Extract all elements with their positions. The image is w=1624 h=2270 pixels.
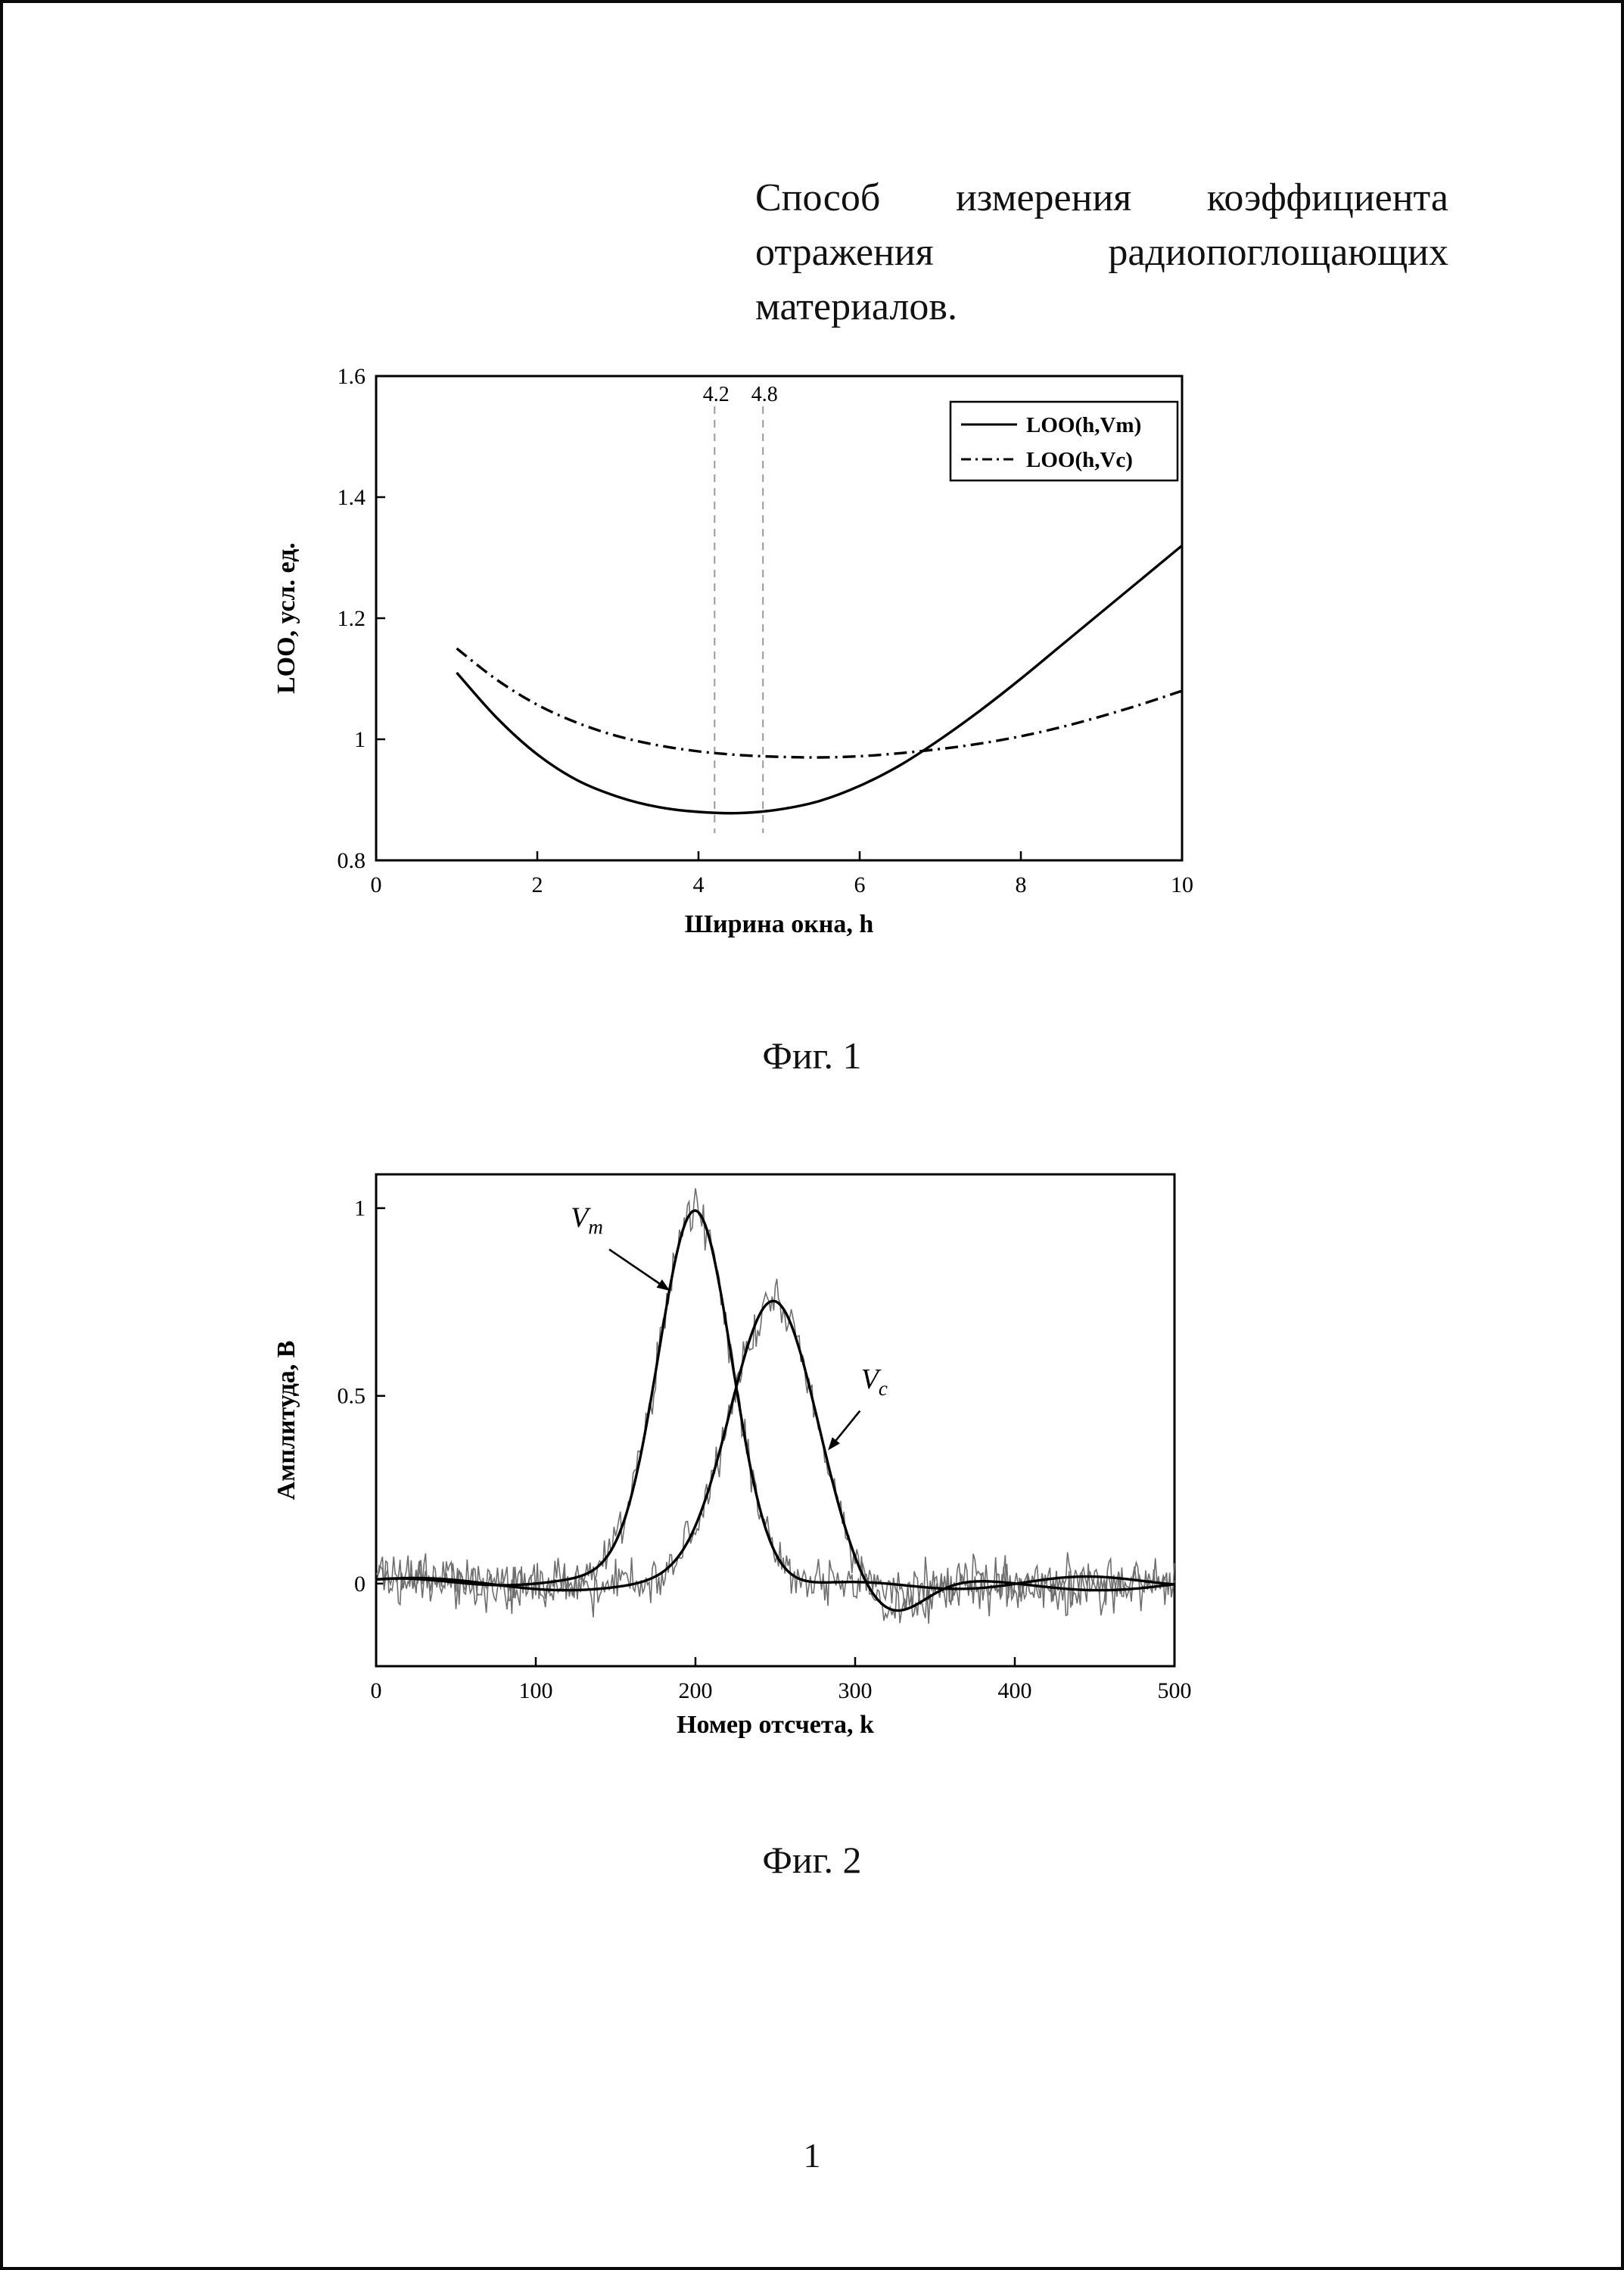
x-tick-label: 4 bbox=[693, 872, 705, 897]
y-tick-label: 1 bbox=[354, 1196, 366, 1221]
x-tick-label: 100 bbox=[519, 1678, 553, 1703]
annotation-label-Vc: Vc bbox=[861, 1364, 888, 1400]
x-tick-label: 0 bbox=[371, 872, 382, 897]
figure-2-chart: 0 100 200 300 400 500 0 0.5 1 Номер отсчета, k Амп… bbox=[255, 1155, 1209, 1768]
marker-label-4.8: 4.8 bbox=[751, 383, 778, 406]
figure-1-plot: 0 2 4 6 8 10 0.8 1 1.2 1.4 1.6 Ширина окна, h LOO, у… bbox=[272, 364, 1193, 938]
x-tick-label: 400 bbox=[998, 1678, 1032, 1703]
x-tick-label: 500 bbox=[1158, 1678, 1192, 1703]
legend-box bbox=[949, 400, 1179, 482]
x-tick-label: 300 bbox=[838, 1678, 873, 1703]
y-axis-label: Амплитуда, B bbox=[272, 1341, 300, 1500]
figure-1-caption: Фиг. 1 bbox=[762, 1034, 862, 1077]
annotation-label-Vm: Vm bbox=[571, 1202, 603, 1238]
y-tick-label: 1.4 bbox=[338, 485, 366, 510]
x-tick-label: 2 bbox=[532, 872, 543, 897]
x-axis-label: Ширина окна, h bbox=[685, 910, 874, 938]
y-tick-label: 0.5 bbox=[338, 1384, 366, 1409]
x-tick-label: 10 bbox=[1171, 872, 1193, 897]
figure-1-chart: 0 2 4 6 8 10 0.8 1 1.2 1.4 1.6 Ширина окна, h LOO, у… bbox=[255, 357, 1212, 962]
series-LOO(h,Vc) bbox=[456, 647, 1183, 759]
marker-label-4.2: 4.2 bbox=[703, 383, 730, 406]
annotation-arrow-line bbox=[608, 1248, 660, 1285]
x-tick-label: 8 bbox=[1016, 872, 1027, 897]
figure-2-caption: Фиг. 2 bbox=[762, 1839, 862, 1881]
y-tick-label: 1.2 bbox=[338, 606, 366, 631]
y-tick-label: 1.6 bbox=[338, 364, 366, 389]
series-LOO(h,Vm) bbox=[456, 544, 1184, 815]
y-tick-label: 1 bbox=[354, 727, 366, 752]
y-tick-label: 0 bbox=[354, 1572, 366, 1597]
annotation-arrow-head bbox=[828, 1437, 840, 1451]
plot-border bbox=[375, 1173, 1176, 1668]
y-tick-label: 0.8 bbox=[338, 848, 366, 873]
title-line-2: отражения радиопоглощающих bbox=[755, 231, 1448, 274]
title-line-1: Способ измерения коэффициента bbox=[755, 176, 1448, 219]
x-tick-label: 6 bbox=[854, 872, 866, 897]
figure-2-plot: 0 100 200 300 400 500 0 0.5 1 Номер отсчета, k Амп… bbox=[272, 1173, 1192, 1739]
title-line-3: материалов. bbox=[755, 285, 957, 328]
annotation-arrow-head bbox=[656, 1279, 670, 1291]
x-tick-label: 0 bbox=[371, 1678, 382, 1703]
x-tick-label: 200 bbox=[679, 1678, 713, 1703]
legend-label: LOO(h,Vc) bbox=[1026, 448, 1133, 472]
legend-label: LOO(h,Vm) bbox=[1026, 413, 1141, 437]
annotation-arrow-line bbox=[835, 1410, 861, 1441]
series-Vc bbox=[375, 1299, 1175, 1612]
page-number: 1 bbox=[803, 2136, 821, 2175]
series-Vc-noisy bbox=[375, 1278, 1175, 1624]
x-axis-label: Номер отсчета, k bbox=[677, 1711, 874, 1739]
document-title: Способ измерения коэффициента отражения … bbox=[755, 171, 1448, 334]
y-axis-label: LOO, усл. ед. bbox=[272, 543, 300, 694]
series-Vm bbox=[375, 1209, 1175, 1591]
